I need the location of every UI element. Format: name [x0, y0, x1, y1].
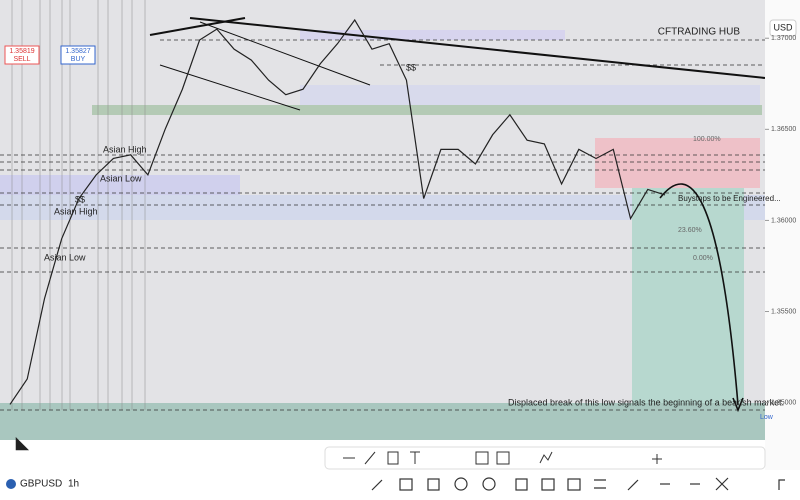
currency-button[interactable]: [769, 19, 797, 37]
low-label: Low: [760, 414, 774, 421]
target-zone: [632, 188, 744, 403]
trendlines: [149, 17, 766, 79]
brand: CFTRADING HUB: [658, 27, 741, 38]
sell-zone: [595, 138, 760, 188]
y-tick-label: 1.35000: [771, 399, 796, 406]
symbol-icon: [6, 479, 16, 489]
price-line: [9, 18, 666, 405]
sell-price[interactable]: 1.35819: [9, 48, 34, 55]
annotation: $$: [75, 194, 85, 204]
y-tick-label: 1.35500: [771, 308, 796, 315]
sell-button[interactable]: [4, 45, 40, 65]
annotation: Displaced break of this low signals the …: [508, 397, 784, 407]
channel: [159, 21, 371, 111]
currency[interactable]: USD: [773, 22, 793, 32]
arrow-head: [732, 397, 744, 413]
annotation: Buystops to be Engineered...: [678, 194, 781, 203]
annotation: Asian Low: [100, 173, 142, 183]
annotation: Asian High: [54, 206, 98, 216]
interval[interactable]: 1h: [68, 479, 79, 490]
y-tick-label: 1.36000: [771, 217, 796, 224]
zone: [300, 85, 760, 105]
drawing-toolbar: [324, 446, 766, 470]
projection-arrow: [659, 183, 739, 406]
bottom-icons[interactable]: [371, 477, 785, 491]
symbol[interactable]: GBPUSD: [20, 479, 62, 490]
zone: [300, 30, 565, 40]
toolbar-icons[interactable]: [343, 451, 662, 465]
buy-price[interactable]: 1.35827: [65, 48, 90, 55]
zone: [92, 105, 762, 115]
levels: [0, 39, 765, 411]
y-tick-label: 1.37000: [771, 35, 796, 42]
zone: [0, 175, 240, 195]
annotation: Asian Low: [44, 252, 86, 262]
price-axis: [765, 0, 800, 470]
fib-label: 23.60%: [678, 227, 702, 234]
annotation: $$: [406, 62, 416, 72]
annotation: Asian High: [103, 144, 147, 154]
fib-label: 100.00%: [693, 136, 721, 143]
logo: ◣: [15, 435, 30, 452]
y-tick-label: 1.36500: [771, 126, 796, 133]
buy-button[interactable]: [60, 45, 96, 65]
buy-label[interactable]: BUY: [71, 56, 86, 63]
zone: [0, 403, 765, 440]
sell-label[interactable]: SELL: [13, 56, 30, 63]
fib-label: 0.00%: [693, 255, 713, 262]
